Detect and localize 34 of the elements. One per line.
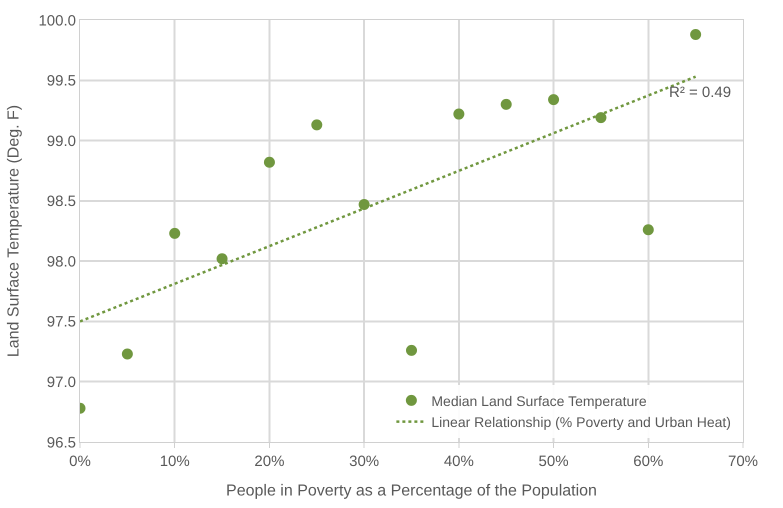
- x-tick-label: 30%: [349, 453, 380, 470]
- x-tick-label: 10%: [160, 453, 190, 470]
- y-tick-label: 96.5: [46, 434, 76, 452]
- point: [453, 108, 464, 120]
- point: [548, 94, 560, 106]
- legend-label: Linear Relationship (% Poverty and Urban Heat): [431, 414, 731, 430]
- x-tick-label: 20%: [254, 453, 284, 470]
- point: [642, 224, 654, 236]
- point: [311, 119, 322, 130]
- point: [358, 198, 370, 210]
- point: [122, 348, 133, 360]
- y-tick-label: 100.0: [38, 12, 76, 30]
- x-tick-label: 70%: [728, 453, 758, 470]
- point: [264, 156, 275, 168]
- point: [169, 228, 180, 239]
- x-axis-title: People in Poverty as a Percentage of the Population: [226, 482, 597, 500]
- point: [690, 28, 702, 40]
- x-tick-label: 0%: [69, 453, 91, 470]
- x-tick-label: 60%: [633, 453, 664, 470]
- legend-label: Median Land Surface Temperature: [431, 392, 647, 409]
- point: [595, 112, 606, 124]
- y-tick-label: 97.0: [46, 374, 76, 391]
- y-tick-label: 98.0: [46, 253, 76, 270]
- x-tick-label: 50%: [538, 453, 569, 470]
- x-tick-label: 40%: [444, 453, 474, 470]
- y-tick-label: 98.5: [46, 193, 76, 210]
- y-axis-title: Land Surface Temperature (Deg. F): [5, 104, 22, 358]
- point: [500, 98, 512, 110]
- annotation: R² = 0.49: [669, 84, 732, 101]
- y-tick-label: 99.0: [46, 132, 76, 150]
- y-tick-label: 97.5: [46, 314, 76, 331]
- point: [216, 253, 228, 264]
- y-tick-label: 99.5: [46, 72, 76, 90]
- point: [406, 344, 417, 356]
